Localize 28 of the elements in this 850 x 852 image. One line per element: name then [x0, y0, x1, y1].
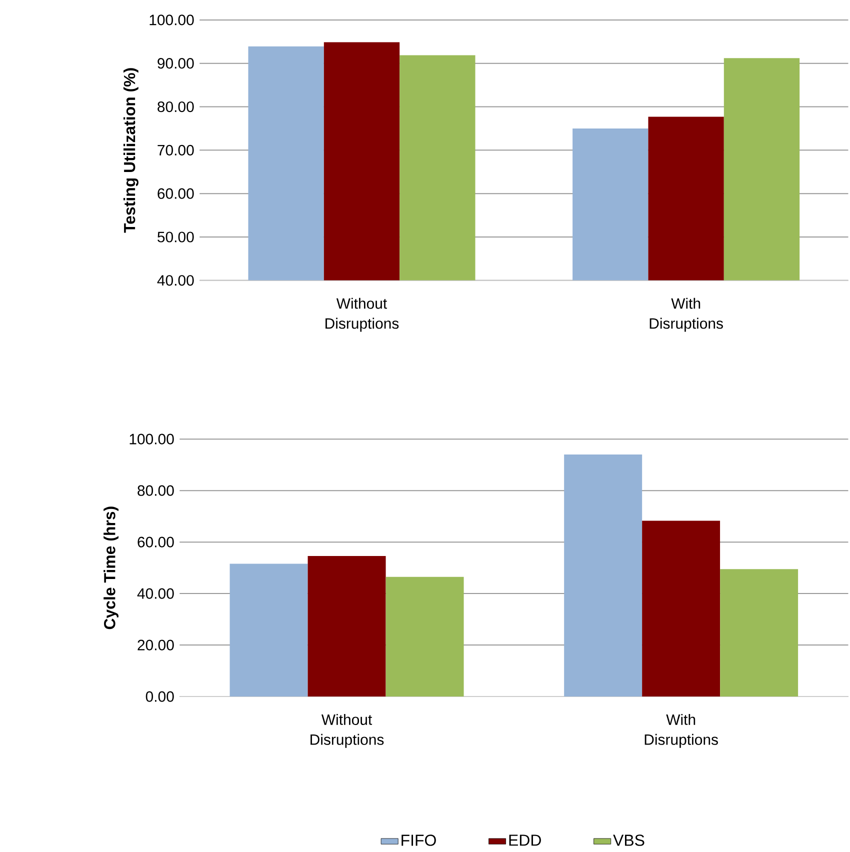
y-axis-title: Cycle Time (hrs) — [103, 506, 118, 630]
y-tick-label: 60.00 — [158, 188, 194, 199]
bar — [564, 454, 642, 697]
bar — [230, 564, 308, 697]
y-tick-label: 100.00 — [150, 14, 194, 26]
legend-label: VBS — [612, 834, 644, 846]
y-tick-label: 40.00 — [157, 275, 194, 286]
bar — [720, 569, 798, 697]
x-tick-label: Without Disruptions — [310, 714, 384, 748]
y-tick-label: 20.00 — [138, 640, 174, 650]
legend-label: FIFO — [402, 834, 436, 846]
y-tick-label: 0.00 — [146, 691, 174, 702]
y-tick-label: 40.00 — [137, 588, 174, 599]
bar — [308, 556, 386, 697]
x-tick-label: With Disruptions — [650, 298, 723, 332]
y-tick-label: 90.00 — [158, 58, 194, 69]
y-tick-label: 80.00 — [138, 485, 174, 496]
x-tick-label: With Disruptions — [644, 714, 718, 748]
y-tick-label: 60.00 — [138, 536, 174, 548]
y-tick-label: 70.00 — [158, 144, 194, 156]
bar — [386, 576, 464, 697]
legend-label: EDD — [509, 834, 541, 846]
y-axis-title: Testing Utilization (%) — [123, 68, 138, 233]
y-tick-label: 50.00 — [157, 232, 194, 242]
y-tick-label: 80.00 — [157, 101, 194, 112]
y-tick-label: 100.00 — [130, 434, 174, 444]
x-tick-label: Without Disruptions — [325, 298, 399, 332]
bar — [642, 520, 720, 697]
